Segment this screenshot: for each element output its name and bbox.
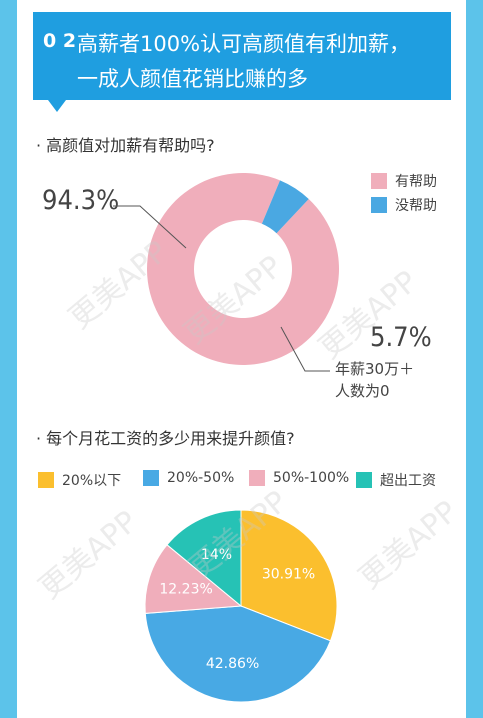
watermark-text: 更美APP	[353, 494, 465, 596]
donut-slice-b	[261, 180, 309, 234]
legend-label: 超出工资	[380, 473, 436, 489]
donut-question: · 高颜值对加薪有帮助吗?	[36, 136, 215, 155]
donut-legend-helpful: 有帮助	[371, 171, 437, 191]
legend-label: 没帮助	[395, 198, 437, 214]
banner-title-line1: 高薪者100%认可高颜值有利加薪，	[77, 32, 411, 56]
pie-slice-d	[166, 509, 242, 608]
leader-line-not-helpful	[280, 326, 330, 372]
annotation-line1: 年薪30万＋	[335, 360, 415, 378]
legend-swatch	[371, 173, 387, 189]
pie-slice-b	[144, 605, 332, 703]
banner-pointer	[48, 100, 66, 112]
pie-legend-over-salary: 超出工资	[356, 470, 436, 490]
pie-value-label: 30.91%	[262, 566, 315, 582]
donut-annotation: 年薪30万＋ 人数为0	[335, 358, 414, 402]
section-banner: 0 2 高薪者100%认可高颜值有利加薪， 一成人颜值花销比赚的多	[33, 12, 451, 100]
donut-value-label-helpful: 94.3%	[42, 185, 120, 216]
pie-slice-a	[240, 509, 338, 642]
legend-swatch	[371, 197, 387, 213]
pie-value-label: 14%	[201, 547, 232, 563]
donut-slice-a	[146, 172, 340, 365]
pie-slice-c	[144, 544, 243, 614]
legend-label: 有帮助	[395, 174, 437, 190]
pie-legend-below-20: 20%以下	[38, 470, 121, 490]
banner-title-line2: 一成人颜值花销比赚的多	[77, 67, 308, 91]
pie-value-label: 42.86%	[206, 656, 259, 672]
legend-label: 50%-100%	[273, 470, 350, 486]
donut-value-label-not-helpful: 5.7%	[370, 322, 432, 353]
pie-question: · 每个月花工资的多少用来提升颜值?	[36, 429, 295, 448]
section-number: 0 2	[43, 30, 77, 52]
leader-line-helpful	[113, 205, 187, 249]
legend-label: 20%-50%	[167, 470, 235, 486]
legend-swatch	[38, 472, 54, 488]
legend-swatch	[356, 472, 372, 488]
legend-swatch	[143, 470, 159, 486]
pie-legend-20-50: 20%-50%	[143, 470, 234, 486]
pie-value-label: 12.23%	[159, 582, 212, 598]
watermark-text: 更美APP	[33, 504, 145, 606]
donut-legend-not-helpful: 没帮助	[371, 195, 437, 215]
annotation-line2: 人数为0	[335, 382, 390, 400]
legend-label: 20%以下	[62, 473, 122, 489]
pie-legend-50-100: 50%-100%	[249, 470, 349, 486]
legend-swatch	[249, 470, 265, 486]
